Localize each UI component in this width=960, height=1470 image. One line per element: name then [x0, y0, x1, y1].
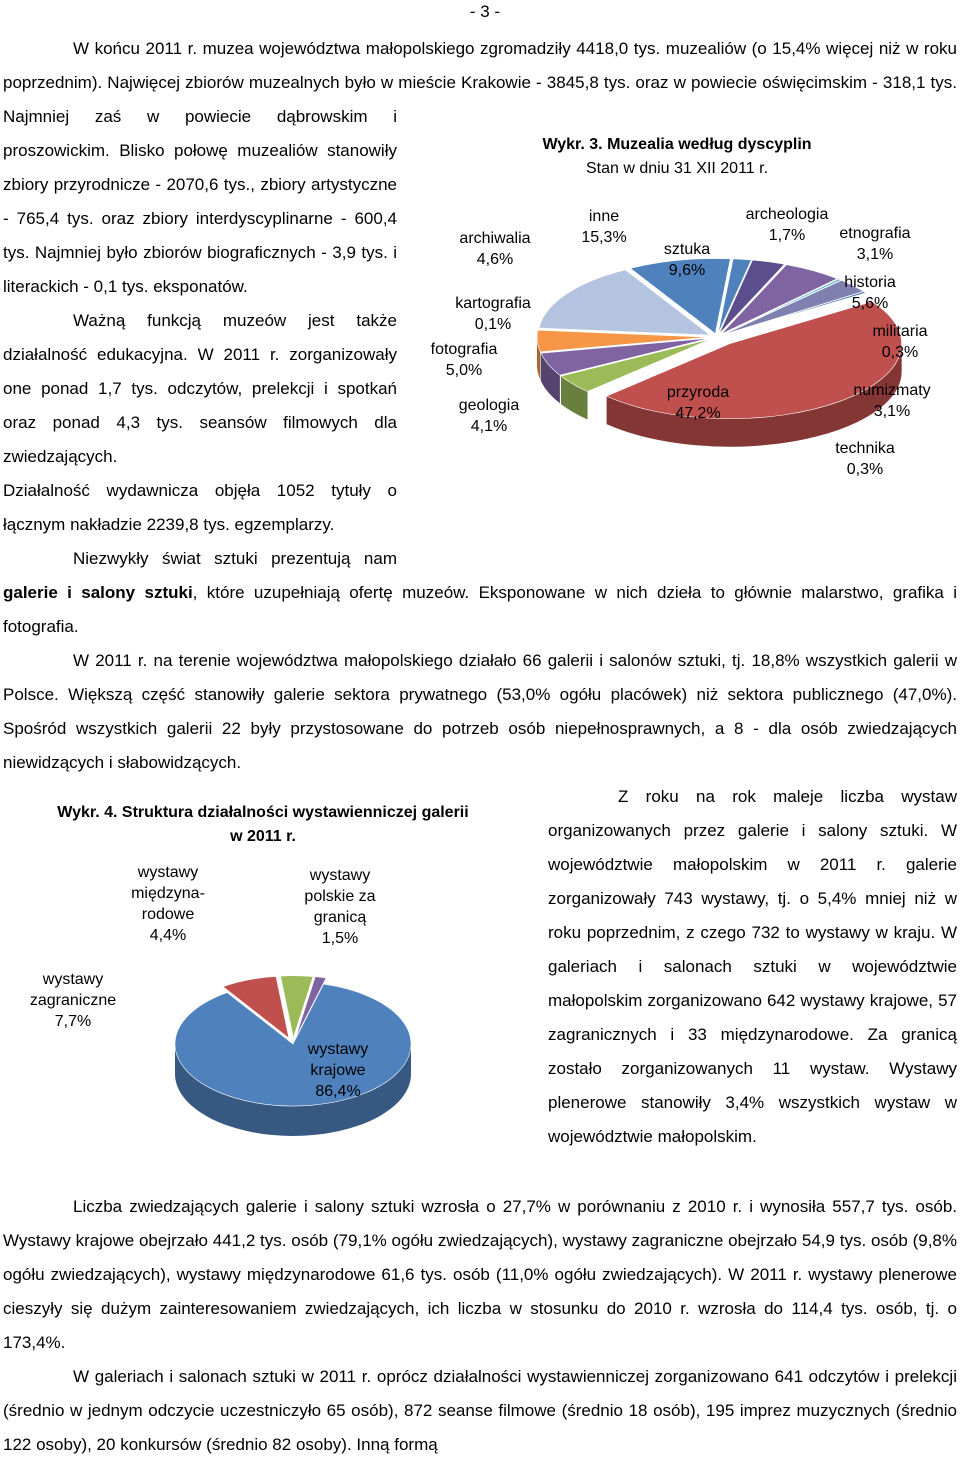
pie-slice	[538, 269, 712, 336]
category-label: technika	[835, 440, 895, 457]
chart-title: Wykr. 4. Struktura działalności wystawie…	[57, 804, 469, 845]
value-label: 0,1%	[474, 316, 512, 333]
paragraph: Ważną funkcją muzeów jest także działaln…	[3, 311, 397, 466]
value-label: 9,6%	[668, 262, 706, 279]
value-label: 0,3%	[846, 461, 884, 478]
slice-label: etnografia 3,1%	[815, 223, 935, 265]
slice-label: wystawy zagraniczne 7,7%	[13, 969, 133, 1032]
pie-slice	[722, 278, 842, 335]
slice-label: wystawy międzyna-rodowe 4,4%	[123, 862, 213, 946]
category-label: wystawy krajowe	[307, 1041, 369, 1079]
value-label: 1,7%	[768, 227, 806, 244]
pie-slice	[174, 983, 412, 1107]
slice-label: historia 5,6%	[810, 272, 930, 314]
value-label: 7,7%	[54, 1013, 92, 1030]
slice-label: inne 15,3%	[544, 206, 664, 248]
category-label: fotografia	[430, 341, 498, 358]
slice-side	[537, 337, 541, 380]
category-label: archiwalia	[459, 230, 531, 247]
paragraph: Niezwykły świat sztuki prezentują nam ga…	[3, 542, 957, 644]
pie-slice	[629, 258, 731, 335]
slice-label: archiwalia 4,6%	[435, 228, 555, 270]
category-label: kartografia	[455, 295, 531, 312]
slice-label: fotografia 5,0%	[404, 339, 524, 381]
value-label: 4,6%	[476, 251, 514, 268]
slice-label: archeologia 1,7%	[727, 204, 847, 246]
pie-slice	[723, 291, 867, 336]
category-label: historia	[844, 274, 896, 291]
chart-title: Wykr. 3. Muzealia według dyscyplin	[542, 136, 812, 153]
pie-slice	[280, 975, 314, 1039]
paragraph: W galeriach i salonach sztuki w 2011 r. …	[3, 1367, 957, 1454]
paragraph-text: Z roku na rok maleje liczba wystaw organ…	[548, 787, 957, 1146]
pie-slice	[722, 280, 865, 336]
pie-slice	[222, 976, 290, 1039]
pie-slice	[295, 976, 327, 1038]
pie-slice	[605, 301, 902, 420]
slice-side	[606, 343, 902, 447]
paragraph-text: Niezwykły świat sztuki prezentują nam	[73, 549, 397, 568]
pie-plot	[536, 258, 902, 447]
value-label: 5,0%	[445, 362, 483, 379]
pie-slice	[717, 258, 752, 334]
slice-label: numizmaty 3,1%	[832, 380, 952, 422]
value-label: 86,4%	[315, 1083, 361, 1100]
slice-side	[175, 1044, 411, 1136]
paragraph: W 2011 r. na terenie województwa małopol…	[3, 651, 957, 772]
value-label: 4,4%	[149, 927, 187, 944]
pie-slice	[721, 264, 839, 335]
category-label: geologia	[458, 397, 520, 414]
value-label: 15,3%	[581, 229, 627, 246]
value-label: 4,1%	[470, 418, 508, 435]
paragraph: Działalność wydawnicza objęła 1052 tytuł…	[3, 481, 397, 534]
chart: Wykr. 3. Muzealia według dyscyplin Stan w…	[397, 132, 957, 549]
chart-subtitle: Stan w dniu 31 XII 2011 r.	[585, 160, 769, 177]
slice-label: wystawy krajowe 86,4%	[288, 1039, 388, 1102]
pie-slice	[560, 338, 711, 392]
category-label: numizmaty	[853, 382, 931, 399]
value-label: 0,3%	[881, 344, 919, 361]
slice-label: technika 0,3%	[805, 438, 925, 480]
pie-plot	[174, 975, 412, 1136]
slice-label: kartografia 0,1%	[433, 293, 553, 335]
paragraph-text: , które uzupełniają ofertę muzeów. Ekspo…	[3, 583, 957, 636]
slice-side	[560, 376, 588, 420]
value-label: 1,5%	[321, 930, 359, 947]
value-label: 3,1%	[856, 246, 894, 263]
category-label: sztuka	[663, 241, 711, 258]
category-label: militaria	[872, 323, 928, 340]
category-label: inne	[588, 208, 620, 225]
category-label: wystawy zagraniczne	[29, 971, 117, 1009]
category-label: wystawy międzyna-rodowe	[131, 864, 205, 923]
page-number: - 3 -	[469, 2, 501, 21]
category-label: etnografia	[839, 225, 911, 242]
category-label: archeologia	[745, 206, 829, 223]
paragraph: Wykr. 4. Struktura działalności wystawie…	[3, 780, 957, 1154]
pie-slice	[539, 337, 710, 354]
category-label: wystawy polskie za granicą	[304, 867, 376, 926]
pie-slice	[719, 259, 786, 334]
slice-label: geologia 4,1%	[429, 395, 549, 437]
slice-label: przyroda 47,2%	[638, 382, 758, 424]
pie-slice	[536, 329, 710, 353]
paragraph: Wykr. 3. Muzealia według dyscyplin Stan w…	[3, 32, 957, 478]
slice-label: sztuka 9,6%	[627, 239, 747, 281]
slice-label: militaria 0,3%	[840, 321, 960, 363]
value-label: 47,2%	[675, 405, 721, 422]
value-label: 3,1%	[873, 403, 911, 420]
bold-text: galerie i salony sztuki	[3, 583, 193, 602]
pie-slice	[540, 337, 710, 376]
slice-label: wystawy polskie za granicą 1,5%	[290, 865, 390, 949]
value-label: 5,6%	[851, 295, 889, 312]
paragraph: Liczba zwiedzających galerie i salony sz…	[3, 1197, 957, 1352]
paragraph-text: W końcu 2011 r. muzea województwa małopo…	[3, 39, 957, 296]
category-label: przyroda	[666, 384, 730, 401]
chart: Wykr. 4. Struktura działalności wystawie…	[3, 780, 548, 1190]
slice-side	[540, 353, 560, 404]
